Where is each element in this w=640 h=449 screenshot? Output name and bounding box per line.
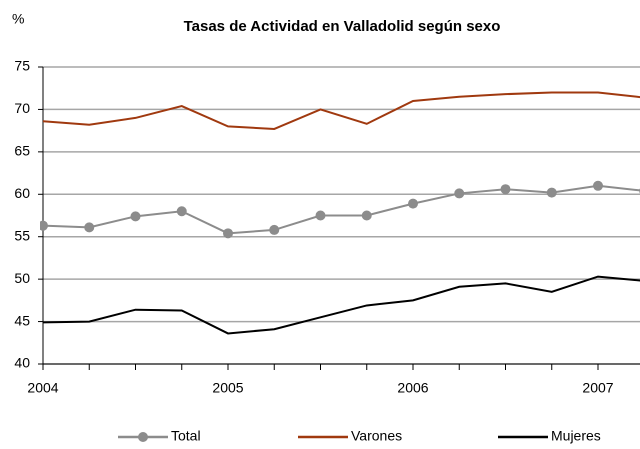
y-tick-label: 70	[14, 100, 30, 116]
point	[40, 220, 48, 231]
x-tick-label: 2005	[212, 380, 243, 396]
y-tick-label: 40	[14, 355, 30, 371]
y-tick-label: 55	[14, 227, 30, 243]
point	[454, 188, 465, 199]
legend-label: Mujeres	[551, 428, 601, 444]
legend-label: Total	[171, 428, 201, 444]
point	[408, 198, 418, 209]
legend-marker	[138, 432, 148, 442]
grid: 40 45 50 55 60 65 70 75 2004 2005 2006 2007	[14, 58, 640, 396]
y-axis-label: %	[12, 11, 24, 27]
point	[130, 211, 141, 222]
y-tick-label: 50	[14, 270, 30, 286]
y-tick-label: 45	[14, 312, 30, 328]
point	[593, 180, 603, 191]
legend: Total Varones Mujeres	[118, 428, 601, 444]
x-tick-label: 2007	[582, 380, 613, 396]
point	[84, 222, 95, 233]
y-tick-label: 65	[14, 143, 30, 159]
point	[269, 224, 280, 235]
series-line	[42, 184, 640, 235]
y-tick-label: 60	[14, 185, 30, 201]
plot-area	[40, 91, 640, 335]
point	[361, 210, 372, 221]
legend-label: Varones	[351, 428, 402, 444]
point	[315, 210, 326, 221]
chart-title: Tasas de Actividad en Valladolid según s…	[184, 18, 501, 35]
point	[176, 206, 187, 217]
point	[223, 228, 233, 239]
y-tick-label: 75	[14, 58, 30, 74]
x-tick-label: 2004	[27, 380, 58, 396]
point	[546, 187, 557, 198]
series-line	[42, 91, 640, 130]
series-line	[42, 275, 640, 335]
point	[500, 184, 511, 195]
x-tick-label: 2006	[397, 380, 428, 396]
